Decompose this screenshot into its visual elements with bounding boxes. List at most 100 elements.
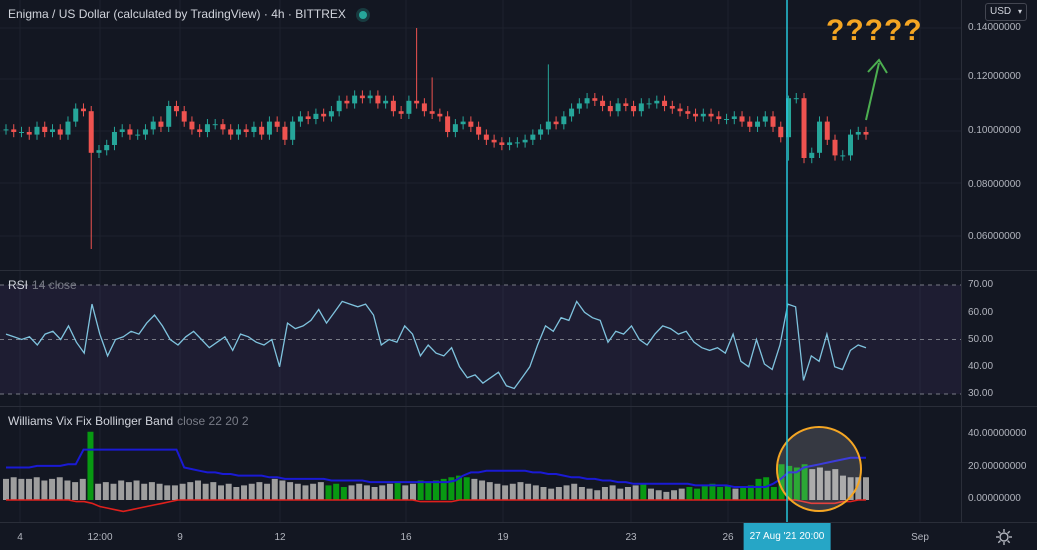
wvf-bar: [463, 477, 470, 500]
wvf-bar: [640, 483, 647, 500]
candle-body: [220, 124, 226, 130]
wvf-bar: [287, 482, 294, 500]
candle-body: [739, 116, 745, 122]
gear-icon[interactable]: [994, 527, 1014, 547]
candle-body: [150, 121, 156, 130]
wvf-bar: [770, 487, 777, 500]
time-tick: 12: [274, 532, 286, 543]
candle-body: [801, 98, 807, 158]
wvf-bar: [563, 485, 570, 500]
candle-body: [344, 100, 350, 104]
wvf-bar: [18, 478, 25, 500]
wvf-legend[interactable]: Williams Vix Fix Bollinger Band close 22 …: [8, 414, 249, 428]
candle-body: [700, 113, 706, 117]
candle-body: [158, 121, 164, 127]
main-price-pane[interactable]: Enigma / US Dollar (calculated by Tradin…: [0, 0, 961, 270]
wvf-bar: [648, 488, 654, 500]
candle-body: [266, 121, 272, 135]
candle-body: [848, 134, 854, 156]
wvf-bar: [448, 477, 455, 500]
candle-body: [693, 113, 699, 117]
price-tick: 0.12000000: [968, 71, 1021, 82]
wvf-bar: [509, 483, 516, 500]
candle-body: [607, 106, 613, 112]
candle-body: [491, 139, 497, 143]
wvf-bar: [271, 478, 278, 500]
candle-body: [809, 152, 815, 158]
question-marks-annotation: ?????: [826, 14, 923, 47]
wvf-bar: [709, 483, 716, 500]
candle-body: [398, 111, 404, 114]
wvf-bar: [632, 485, 639, 500]
wvf-bar: [417, 480, 424, 500]
wvf-bar: [586, 488, 593, 500]
currency-button[interactable]: USD ▾: [985, 3, 1027, 21]
wvf-bar: [494, 483, 501, 500]
wvf-bar: [801, 464, 808, 500]
candle-body: [235, 129, 241, 135]
rsi-chart[interactable]: [0, 271, 961, 406]
wvf-bar: [348, 485, 355, 500]
candle-body: [507, 142, 513, 145]
candle-body: [135, 134, 141, 136]
candle-body: [483, 134, 489, 140]
candle-body: [638, 103, 644, 112]
candle-body: [49, 129, 55, 132]
candle-body: [755, 121, 761, 127]
wvf-chart[interactable]: [0, 407, 961, 522]
candle-body: [290, 121, 296, 140]
wvf-tick: 40.00000000: [968, 428, 1027, 439]
candle-body: [770, 116, 776, 127]
wvf-bar: [502, 485, 509, 500]
candle-body: [189, 121, 195, 130]
symbol-legend[interactable]: Enigma / US Dollar (calculated by Tradin…: [8, 7, 368, 21]
candle-body: [731, 116, 737, 119]
main-price-axis[interactable]: 0.14000000 0.12000000 0.10000000 0.08000…: [961, 0, 1037, 270]
candle-body: [778, 126, 784, 138]
wvf-bar: [218, 485, 224, 500]
candle-body: [576, 103, 582, 109]
candle-body: [204, 124, 210, 132]
candle-body: [421, 103, 427, 112]
wvf-bar: [87, 431, 94, 500]
candlestick-chart[interactable]: [0, 0, 961, 270]
candle-body: [724, 119, 730, 120]
wvf-bar: [601, 487, 608, 500]
wvf-bar: [41, 480, 48, 500]
candle-body: [352, 95, 358, 104]
rsi-tick: 40.00: [968, 361, 994, 372]
candle-body: [197, 129, 203, 132]
time-tick: 16: [400, 532, 412, 543]
wvf-label: Williams Vix Fix Bollinger Band: [8, 414, 174, 428]
price-tick: 0.08000000: [968, 179, 1021, 190]
candle-body: [429, 111, 435, 114]
wvf-pane[interactable]: Williams Vix Fix Bollinger Band close 22 …: [0, 407, 961, 522]
wvf-bar: [179, 483, 186, 500]
candle-body: [142, 129, 148, 135]
rsi-price-axis[interactable]: 70.00 60.00 50.00 40.00 30.00: [961, 271, 1037, 406]
wvf-bar: [3, 478, 9, 500]
wvf-bar: [310, 483, 317, 500]
candle-body: [251, 126, 257, 132]
wvf-bar: [356, 483, 363, 500]
pane-separator[interactable]: [0, 270, 1037, 271]
candle-body: [832, 139, 838, 156]
wvf-bar: [79, 478, 86, 500]
wvf-price-axis[interactable]: 40.00000000 20.00000000 0.00000000: [961, 407, 1037, 522]
candle-body: [460, 121, 466, 125]
pane-separator[interactable]: [0, 406, 1037, 407]
time-tick: Sep: [911, 532, 929, 543]
candle-body: [762, 116, 768, 122]
candle-body: [336, 100, 342, 112]
candle-body: [414, 100, 420, 104]
candle-body: [824, 121, 830, 140]
candle-body: [468, 121, 474, 127]
rsi-pane[interactable]: RSI 14 close: [0, 271, 961, 406]
annotation-arrow: [865, 62, 880, 121]
rsi-legend[interactable]: RSI 14 close: [8, 278, 77, 292]
time-tick: 9: [177, 532, 183, 543]
wvf-bar: [433, 480, 439, 500]
rsi-tick: 70.00: [968, 279, 994, 290]
wvf-bar: [133, 480, 140, 500]
time-axis[interactable]: 4 12:00 9 12 16 19 23 26 Sep 27 Aug '21 …: [0, 522, 1037, 550]
